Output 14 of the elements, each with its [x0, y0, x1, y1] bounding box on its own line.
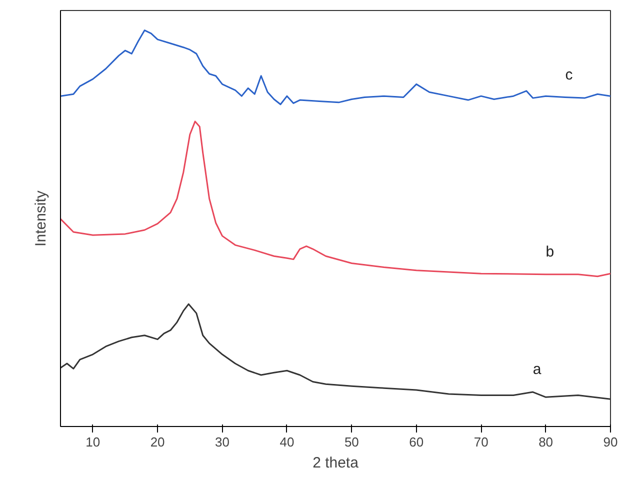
x-tick-label: 60: [409, 434, 424, 450]
x-axis-title: 2 theta: [312, 454, 360, 472]
y-axis-title: Intensity: [32, 190, 50, 246]
x-tick-label: 80: [538, 434, 554, 450]
x-tick-label: 30: [215, 434, 230, 450]
x-tick-label: 90: [603, 434, 618, 450]
x-tick-label: 10: [86, 434, 100, 450]
x-tick-label: 20: [150, 434, 165, 450]
x-tick-label: 40: [280, 434, 294, 450]
series-label: a: [532, 361, 542, 378]
series-label: b: [546, 243, 554, 260]
series-label: c: [565, 66, 574, 84]
x-tick-label: 70: [474, 434, 488, 450]
x-tick-label: 50: [344, 434, 359, 450]
